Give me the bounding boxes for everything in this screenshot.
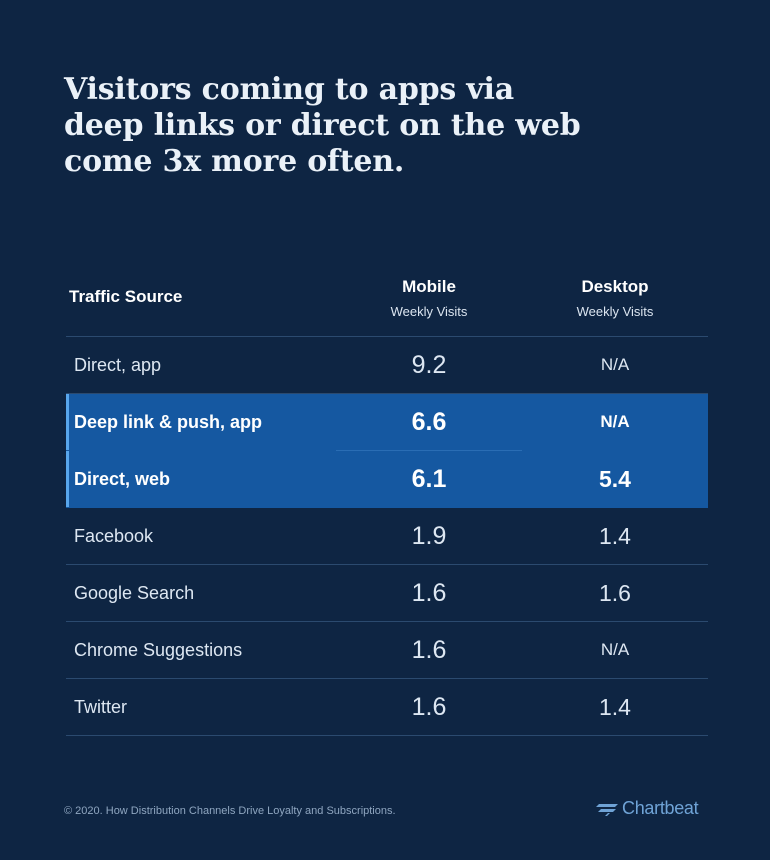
chart-title: Visitors coming to apps via deep links o… bbox=[64, 72, 581, 179]
header-traffic-source: Traffic Source bbox=[69, 287, 183, 306]
row-source-label: Twitter bbox=[74, 697, 128, 717]
table-row: Facebook 1.9 1.4 bbox=[66, 508, 708, 565]
header-desktop-sublabel: Weekly Visits bbox=[576, 304, 654, 319]
row-desktop-value: 5.4 bbox=[599, 466, 631, 492]
row-mobile-value: 1.6 bbox=[411, 636, 447, 664]
table-row: Chrome Suggestions 1.6 N/A bbox=[66, 622, 708, 679]
row-desktop-value: 1.4 bbox=[599, 523, 631, 549]
row-mobile-value: 6.6 bbox=[411, 408, 447, 436]
chartbeat-logo-text: Chartbeat bbox=[622, 797, 699, 818]
table-body: Direct, app 9.2 N/A Deep link & push, app 6.… bbox=[66, 337, 708, 736]
table-header: Traffic Source Mobile Weekly Visits Desk… bbox=[66, 270, 708, 337]
row-source-label: Direct, app bbox=[74, 355, 162, 375]
row-mobile-value: 9.2 bbox=[411, 351, 447, 379]
row-desktop-value: 1.6 bbox=[599, 580, 631, 606]
table-row: Direct, app 9.2 N/A bbox=[66, 337, 708, 394]
row-desktop-value: N/A bbox=[600, 640, 630, 659]
row-source-label: Chrome Suggestions bbox=[74, 640, 243, 660]
chartbeat-logo-icon bbox=[596, 804, 618, 816]
row-desktop-value: N/A bbox=[600, 412, 630, 431]
footer-citation: © 2020. How Distribution Channels Drive … bbox=[64, 805, 396, 817]
table-row: Direct, web 6.1 5.4 bbox=[66, 451, 708, 508]
row-desktop-value: N/A bbox=[600, 355, 630, 374]
table-row: Google Search 1.6 1.6 bbox=[66, 565, 708, 622]
row-mobile-value: 1.6 bbox=[411, 579, 447, 607]
row-desktop-value: 1.4 bbox=[599, 694, 631, 720]
row-source-label: Google Search bbox=[74, 583, 195, 603]
header-desktop-label: Desktop bbox=[581, 277, 649, 296]
traffic-table: Traffic Source Mobile Weekly Visits Desk… bbox=[66, 270, 708, 736]
header-desktop: Desktop Weekly Visits bbox=[515, 276, 715, 320]
row-source-label: Direct, web bbox=[74, 469, 171, 489]
table-row: Twitter 1.6 1.4 bbox=[66, 679, 708, 736]
row-mobile-value: 6.1 bbox=[411, 465, 447, 493]
row-source-label: Facebook bbox=[74, 526, 154, 546]
header-mobile-sublabel: Weekly Visits bbox=[390, 304, 468, 319]
row-mobile-value: 1.6 bbox=[411, 693, 447, 721]
table-row: Deep link & push, app 6.6 N/A bbox=[66, 394, 708, 451]
header-mobile: Mobile Weekly Visits bbox=[329, 276, 529, 320]
chartbeat-logo: Chartbeat bbox=[596, 796, 699, 820]
row-source-label: Deep link & push, app bbox=[74, 412, 263, 432]
row-mobile-value: 1.9 bbox=[411, 522, 447, 550]
header-mobile-label: Mobile bbox=[402, 277, 456, 296]
